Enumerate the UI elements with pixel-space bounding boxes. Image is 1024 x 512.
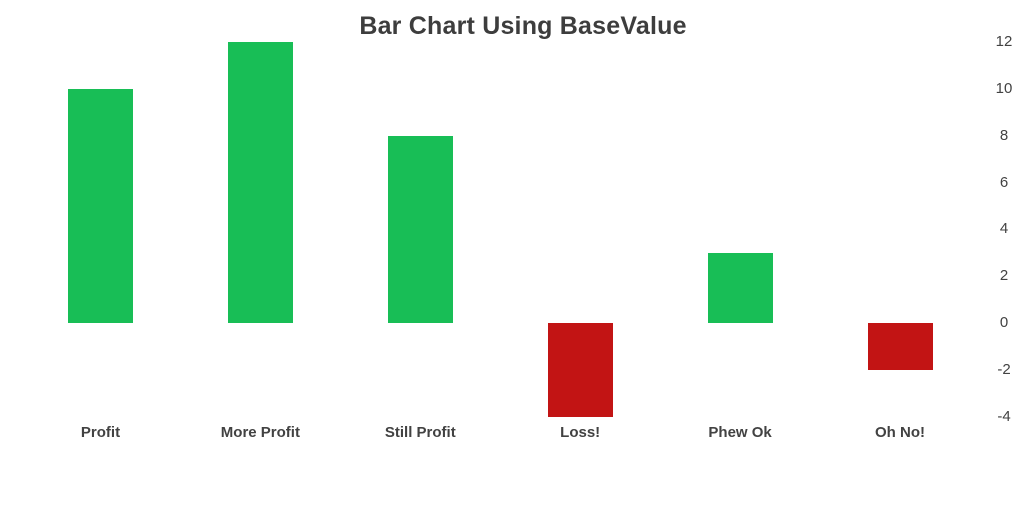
y-axis-tick-label: 4 [999,220,1009,238]
y-axis-tick-label: -4 [997,407,1011,425]
bar-loss[interactable] [547,323,613,417]
x-axis-label-phew-ok: Phew Ok [708,424,772,441]
bar-still-profit[interactable] [387,135,453,323]
bar-more-profit[interactable] [227,42,293,323]
y-axis-tick-label: 10 [995,80,1013,97]
x-axis-label-profit: Profit [80,424,121,441]
y-axis-tick-label: 6 [999,173,1009,191]
x-axis-label-oh-no: Oh No! [875,424,925,441]
x-axis-label-more-profit: More Profit [220,424,300,441]
y-axis-tick-label: -2 [997,360,1011,378]
y-axis-tick-label: 2 [999,267,1009,285]
bar-phew-ok[interactable] [707,252,773,323]
x-axis-label-still-profit: Still Profit [384,424,456,441]
y-axis-tick-label: 12 [995,33,1013,51]
y-axis-tick-label: 8 [999,126,1009,144]
bar-profit[interactable] [68,89,133,323]
bar-oh-no[interactable] [867,323,933,370]
chart-title: Bar Chart Using BaseValue [359,12,687,40]
x-axis-label-loss: Loss! [560,424,601,441]
y-axis-tick-label: 0 [999,314,1009,331]
